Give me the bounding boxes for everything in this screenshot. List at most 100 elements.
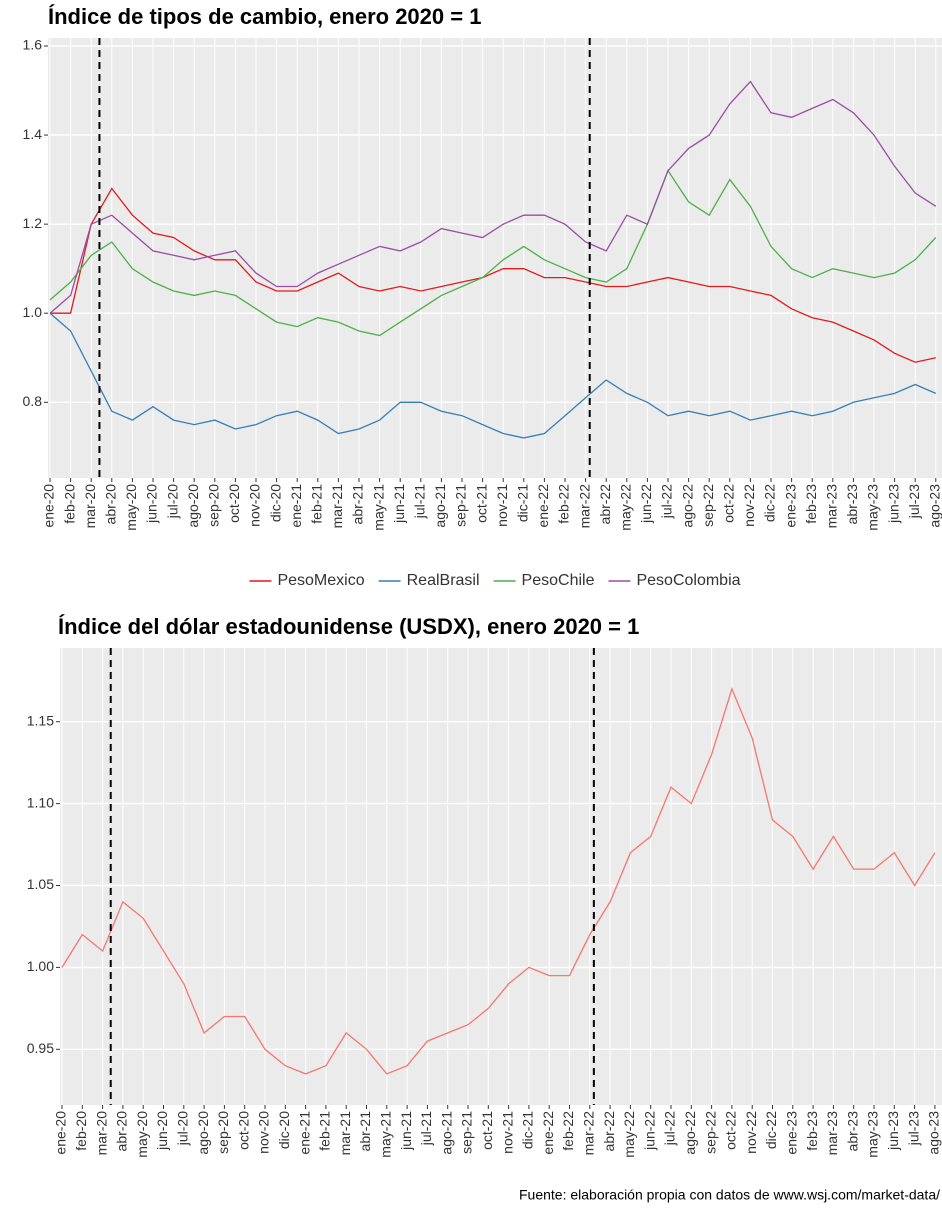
x-tick-label: sep-20 bbox=[215, 1111, 231, 1154]
x-tick-label: abr-23 bbox=[844, 1111, 860, 1152]
legend-label: PesoColombia bbox=[636, 572, 740, 589]
y-tick-label: 1.6 bbox=[23, 37, 43, 53]
x-tick-label: sep-22 bbox=[702, 1111, 718, 1154]
x-tick-label: oct-22 bbox=[723, 1111, 739, 1150]
x-tick-label: may-20 bbox=[134, 1111, 150, 1158]
x-tick-label: nov-22 bbox=[743, 1111, 759, 1154]
x-tick-label: feb-20 bbox=[61, 484, 77, 524]
x-tick-label: may-22 bbox=[621, 1111, 637, 1158]
x-tick-label: feb-23 bbox=[804, 1111, 820, 1151]
x-tick-label: mar-22 bbox=[576, 484, 592, 529]
x-tick-label: abr-20 bbox=[103, 484, 119, 525]
x-tick-label: ene-22 bbox=[535, 484, 551, 528]
x-tick-label: jul-22 bbox=[659, 484, 675, 519]
x-tick-label: sep-20 bbox=[206, 484, 222, 527]
x-tick-label: dic-22 bbox=[763, 1111, 779, 1149]
source-note: Fuente: elaboración propia con datos de … bbox=[519, 1187, 940, 1203]
x-tick-label: may-22 bbox=[618, 484, 634, 531]
x-tick-label: nov-21 bbox=[499, 1111, 515, 1154]
x-tick-label: nov-22 bbox=[741, 484, 757, 527]
x-tick-label: dic-21 bbox=[515, 484, 531, 522]
plot-background bbox=[60, 648, 942, 1105]
data-line bbox=[50, 187, 936, 363]
x-tick-label: oct-21 bbox=[479, 1111, 495, 1150]
x-tick-label: jul-23 bbox=[906, 484, 922, 519]
y-tick-label: 0.8 bbox=[23, 393, 43, 409]
x-tick-label: mar-23 bbox=[824, 1111, 840, 1156]
x-tick-label: ene-20 bbox=[53, 1111, 69, 1155]
x-tick-label: jul-20 bbox=[175, 1111, 191, 1146]
x-tick-label: feb-21 bbox=[317, 1111, 333, 1151]
x-tick-label: jun-21 bbox=[398, 1111, 414, 1151]
x-tick-label: may-23 bbox=[865, 1111, 881, 1158]
legend-label: RealBrasil bbox=[407, 572, 480, 589]
x-tick-label: oct-22 bbox=[721, 484, 737, 523]
x-tick-label: oct-20 bbox=[226, 484, 242, 523]
x-tick-label: mar-21 bbox=[337, 1111, 353, 1156]
x-tick-label: may-23 bbox=[865, 484, 881, 531]
x-tick-label: abr-22 bbox=[597, 484, 613, 525]
x-tick-label: jun-22 bbox=[641, 1111, 657, 1151]
legend-label: PesoChile bbox=[522, 572, 595, 589]
x-tick-label: dic-22 bbox=[762, 484, 778, 522]
x-tick-label: jul-22 bbox=[662, 1111, 678, 1146]
y-tick-label: 1.0 bbox=[23, 304, 43, 320]
x-tick-label: nov-20 bbox=[247, 484, 263, 527]
x-tick-label: jun-20 bbox=[144, 484, 160, 524]
x-tick-label: ene-21 bbox=[288, 484, 304, 528]
x-tick-label: feb-20 bbox=[73, 1111, 89, 1151]
x-tick-label: ene-23 bbox=[782, 484, 798, 528]
x-tick-label: mar-21 bbox=[329, 484, 345, 529]
x-tick-label: ago-23 bbox=[926, 1111, 942, 1155]
x-tick-label: nov-21 bbox=[494, 484, 510, 527]
x-tick-label: mar-20 bbox=[93, 1111, 109, 1156]
legend-label: PesoMexico bbox=[277, 572, 364, 589]
y-tick-label: 1.2 bbox=[23, 215, 43, 231]
x-tick-label: jun-22 bbox=[638, 484, 654, 524]
x-tick-label: dic-21 bbox=[520, 1111, 536, 1149]
x-tick-label: ago-22 bbox=[682, 1111, 698, 1155]
x-tick-label: ago-21 bbox=[438, 1111, 454, 1155]
x-tick-label: nov-20 bbox=[256, 1111, 272, 1154]
data-line bbox=[49, 169, 937, 337]
x-tick-label: mar-22 bbox=[581, 1111, 597, 1156]
data-line bbox=[49, 80, 937, 314]
legend: PesoMexico RealBrasil PesoChile PesoColombi… bbox=[249, 572, 741, 589]
x-tick-label: jun-23 bbox=[885, 484, 901, 524]
x-tick-label: ene-23 bbox=[784, 1111, 800, 1155]
x-tick-label: ago-21 bbox=[432, 484, 448, 528]
x-tick-label: dic-20 bbox=[267, 484, 283, 522]
x-tick-label: jun-23 bbox=[885, 1111, 901, 1151]
x-tick-label: jul-23 bbox=[905, 1111, 921, 1146]
y-tick-label: 1.4 bbox=[23, 126, 43, 142]
x-tick-label: oct-20 bbox=[235, 1111, 251, 1150]
x-tick-label: sep-21 bbox=[459, 1111, 475, 1154]
x-tick-label: feb-22 bbox=[560, 1111, 576, 1151]
x-tick-label: abr-21 bbox=[357, 1111, 373, 1152]
chart-title: Índice del dólar estadounidense (USDX), … bbox=[58, 614, 639, 639]
x-tick-label: dic-20 bbox=[276, 1111, 292, 1149]
x-tick-label: mar-23 bbox=[824, 484, 840, 529]
x-tick-label: abr-23 bbox=[844, 484, 860, 525]
data-line bbox=[61, 686, 936, 1075]
x-tick-label: abr-21 bbox=[350, 484, 366, 525]
x-tick-label: jul-20 bbox=[164, 484, 180, 519]
y-tick-label: 1.15 bbox=[27, 712, 54, 728]
x-tick-label: sep-21 bbox=[453, 484, 469, 527]
x-tick-label: ago-20 bbox=[185, 484, 201, 528]
x-tick-label: ene-20 bbox=[41, 484, 57, 528]
y-tick-label: 1.05 bbox=[27, 876, 54, 892]
x-tick-label: mar-20 bbox=[82, 484, 98, 529]
x-tick-label: feb-21 bbox=[309, 484, 325, 524]
x-tick-label: jun-21 bbox=[391, 484, 407, 524]
x-tick-label: oct-21 bbox=[473, 484, 489, 523]
x-tick-label: ago-20 bbox=[195, 1111, 211, 1155]
x-tick-label: feb-22 bbox=[556, 484, 572, 524]
plot-background bbox=[48, 38, 942, 478]
x-tick-label: ago-22 bbox=[679, 484, 695, 528]
y-tick-label: 1.10 bbox=[27, 794, 54, 810]
x-tick-label: ene-21 bbox=[296, 1111, 312, 1155]
x-tick-label: jun-20 bbox=[154, 1111, 170, 1151]
x-tick-label: sep-22 bbox=[700, 484, 716, 527]
